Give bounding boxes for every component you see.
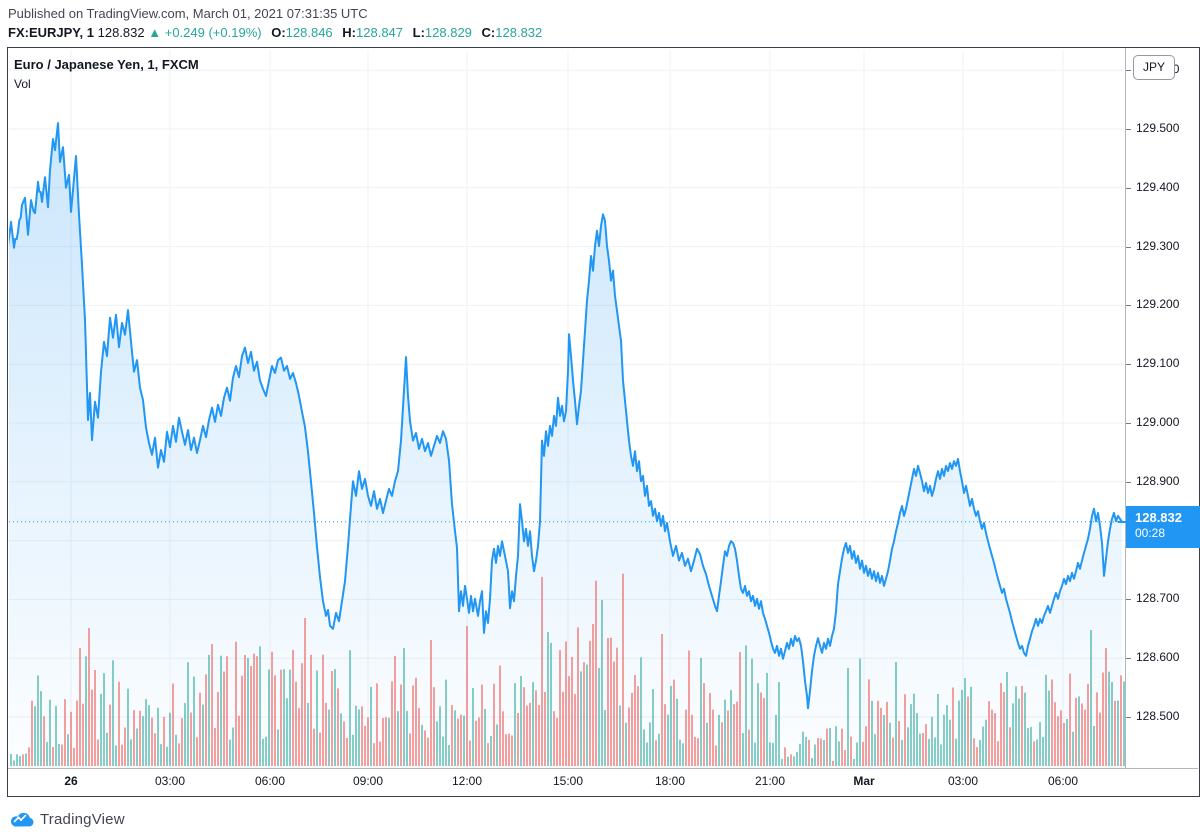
time-axis-label: 06:00 [254,774,286,788]
last-price-tick [1118,521,1126,523]
last-price-badge: 128.832 00:28 [1126,506,1200,548]
time-axis-label: Mar [853,774,875,788]
low-label: L: [412,25,425,40]
price-axis-label: 128.600 [1136,650,1180,664]
price-axis-label: 129.000 [1136,415,1180,429]
price-axis-tick [1126,423,1131,424]
tradingview-cloud-icon [10,812,34,827]
price-axis-tick [1126,482,1131,483]
time-axis-label: 21:00 [754,774,786,788]
published-line: Published on TradingView.com, March 01, … [8,6,368,21]
high-value: 128.847 [356,25,404,40]
open-value: 128.846 [285,25,333,40]
price-axis-tick [1126,364,1131,365]
time-axis-label: 06:00 [1047,774,1079,788]
price-axis-tick [1126,70,1131,71]
time-axis-label: 09:00 [352,774,384,788]
bar-countdown: 00:28 [1135,526,1166,540]
price-axis-tick [1126,305,1131,306]
close-label: C: [481,25,496,40]
price-axis-label: 129.500 [1136,121,1180,135]
time-axis-label: 18:00 [654,774,686,788]
high-label: H: [342,25,357,40]
price-axis-tick [1126,658,1131,659]
price-axis-tick [1126,717,1131,718]
currency-toggle-button[interactable]: JPY [1133,55,1175,80]
price-axis-label: 128.500 [1136,709,1180,723]
low-value: 128.829 [424,25,472,40]
chart-title: Euro / Japanese Yen, 1, FXCM [14,57,199,72]
time-axis-label: 15:00 [552,774,584,788]
time-axis-separator [8,768,1198,769]
price-axis-label: 129.400 [1136,180,1180,194]
price-axis-label: 128.900 [1136,474,1180,488]
tradingview-logo[interactable]: TradingView [10,806,125,832]
time-axis-label: 12:00 [451,774,483,788]
price-axis-label: 129.100 [1136,356,1180,370]
last-price-badge-value: 128.832 [1135,510,1182,525]
price-axis-tick [1126,599,1131,600]
price-axis-tick [1126,129,1131,130]
price-axis-separator [1125,48,1126,768]
price-change: +0.249 (+0.19%) [164,25,262,40]
symbol-info-line: FX:EURJPY, 1 128.832 ▲ +0.249 (+0.19%) O… [8,25,542,40]
price-axis-tick [1126,188,1131,189]
price-axis-tick [1126,247,1131,248]
time-axis-label: 03:00 [947,774,979,788]
price-axis-label: 129.300 [1136,239,1180,253]
tradingview-logo-text: TradingView [40,810,125,828]
volume-indicator-label: Vol [14,77,31,91]
last-price: 128.832 [97,25,145,40]
change-arrow-icon: ▲ [148,25,162,40]
close-value: 128.832 [495,25,543,40]
symbol-name: FX:EURJPY, 1 [8,25,94,40]
time-axis-label: 26 [64,774,78,788]
price-axis-label: 129.200 [1136,297,1180,311]
price-axis-label: 128.700 [1136,591,1180,605]
open-label: O: [271,25,286,40]
time-axis-label: 03:00 [154,774,186,788]
